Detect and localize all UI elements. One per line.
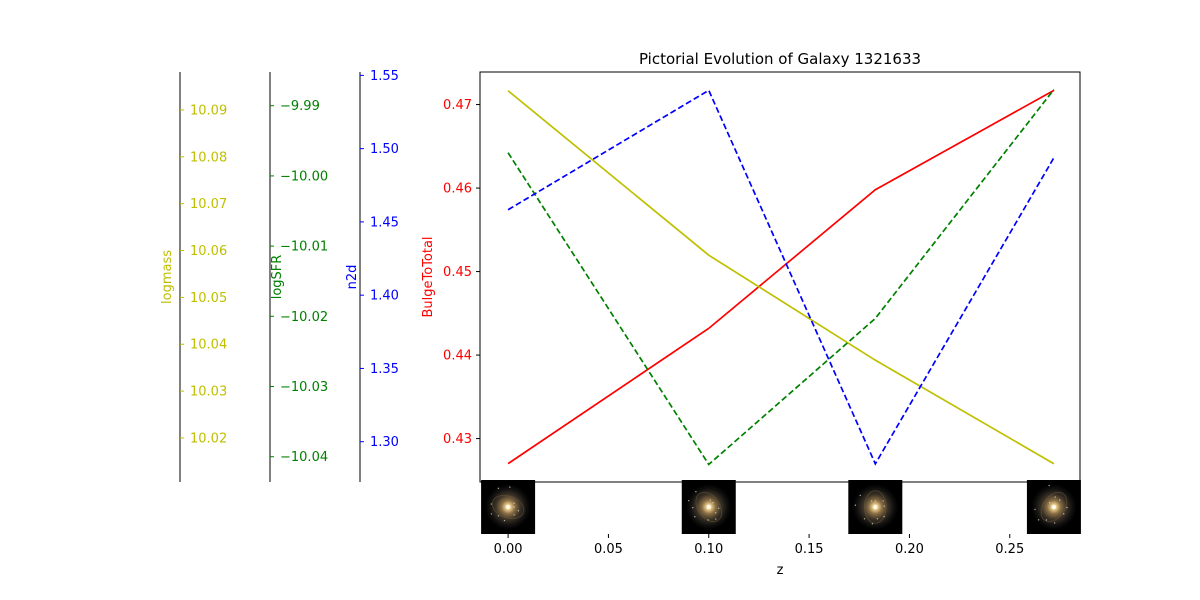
logmass-axis-label: logmass (160, 250, 175, 304)
btot-tick-label: 0.46 (443, 182, 472, 197)
logsfr-tick-label: −10.04 (280, 450, 328, 465)
btot-series-line (507, 89, 1055, 465)
n2d-axis-label: n2d (345, 265, 360, 290)
galaxy-thumbnail-2 (681, 480, 736, 534)
n2d-tick-label: 1.45 (370, 215, 399, 230)
galaxy-thumbnail-4 (1026, 480, 1081, 534)
logsfr-series-line (507, 89, 1055, 466)
n2d-tick-label: 1.30 (370, 435, 399, 450)
logmass-series-line (507, 90, 1055, 465)
x-tick-label: 0.25 (995, 542, 1024, 557)
btot-axis-label: BulgeToTotal (421, 236, 436, 317)
logmass-tick-label: 10.07 (190, 197, 227, 212)
logsfr-tick-label: −10.01 (280, 240, 328, 255)
galaxy-thumbnail-3 (848, 480, 903, 534)
logmass-tick-label: 10.02 (190, 431, 227, 446)
n2d-tick-label: 1.55 (370, 69, 399, 84)
thumbnail-strip (481, 480, 1081, 534)
n2d-tick-label: 1.50 (370, 142, 399, 157)
logmass-tick-label: 10.05 (190, 291, 227, 306)
logsfr-axis-label: logSFR (270, 255, 285, 300)
btot-tick-label: 0.47 (443, 98, 472, 113)
galaxy-thumbnail-1 (481, 480, 536, 534)
n2d-tick-label: 1.35 (370, 362, 399, 377)
logmass-tick-label: 10.08 (190, 150, 227, 165)
btot-tick-label: 0.44 (443, 349, 472, 364)
x-tick-label: 0.15 (795, 542, 824, 557)
plot-frame (479, 71, 1081, 483)
logmass-tick-label: 10.04 (190, 338, 227, 353)
btot-tick-label: 0.45 (443, 265, 472, 280)
logmass-tick-label: 10.06 (190, 244, 227, 259)
x-tick-label: 0.20 (895, 542, 924, 557)
logsfr-tick-label: −9.99 (280, 99, 320, 114)
logsfr-tick-label: −10.02 (280, 310, 328, 325)
axes-layer: 0.43 0.44 0.45 0.46 0.47 BulgeToTotal 10.02 10.… (160, 69, 1024, 557)
chart-title: Pictorial Evolution of Galaxy 1321633 (639, 50, 921, 68)
logsfr-tick-label: −10.03 (280, 380, 328, 395)
n2d-tick-label: 1.40 (370, 289, 399, 304)
btot-tick-label: 0.43 (443, 432, 472, 447)
x-tick-label: 0.10 (694, 542, 723, 557)
x-tick-label: 0.05 (594, 542, 623, 557)
logmass-tick-label: 10.03 (190, 385, 227, 400)
series-layer (507, 89, 1055, 466)
x-tick-label: 0.00 (494, 542, 523, 557)
x-axis-label: z (777, 563, 784, 578)
logmass-tick-label: 10.09 (190, 103, 227, 118)
n2d-series-line (507, 89, 1055, 466)
logsfr-tick-label: −10.00 (280, 169, 328, 184)
